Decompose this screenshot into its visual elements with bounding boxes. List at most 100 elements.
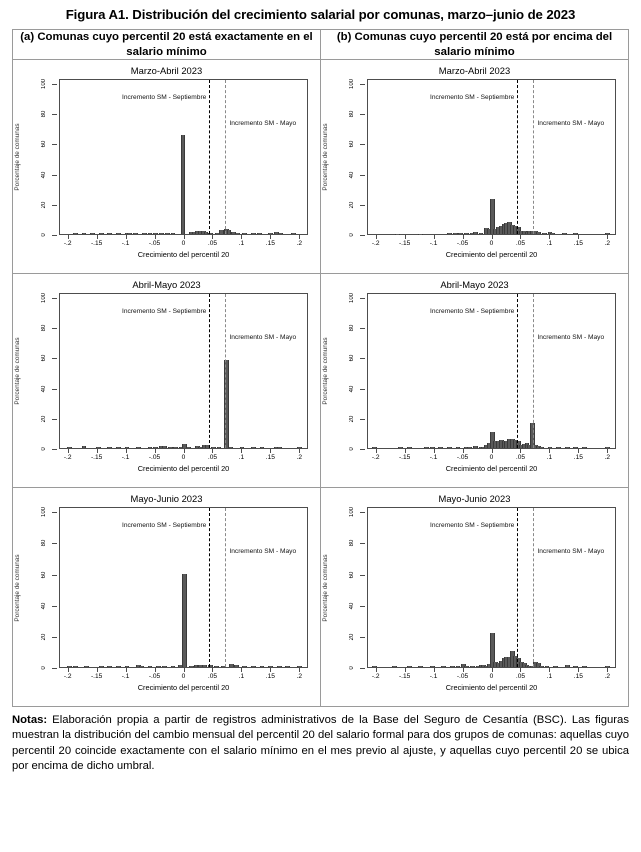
x-tick-mark <box>270 235 272 240</box>
histogram-bar <box>581 447 587 449</box>
histogram-bar <box>84 665 90 668</box>
x-tick-label: .2 <box>604 454 611 462</box>
x-tick-label: .2 <box>604 240 611 248</box>
histogram-bar <box>133 233 139 235</box>
y-tick-mark <box>360 144 365 146</box>
x-tick-label: -.2 <box>63 673 72 681</box>
chart-a-mayo-junio: Mayo-Junio 2023 0 20 40 60 80 100 Porcentaje de… <box>13 488 320 706</box>
histogram-bar <box>521 662 527 668</box>
y-axis-title: Porcentaje de comunas <box>322 554 329 622</box>
plot-area: Incremento SM - Septiembre Incremento SM … <box>59 507 308 669</box>
histogram-bar <box>127 233 133 235</box>
y-tick-mark <box>360 114 365 116</box>
y-tick-mark <box>360 605 365 607</box>
x-tick-label: .05 <box>207 673 218 681</box>
reference-line-mayo <box>533 80 535 235</box>
histogram-bar <box>138 665 144 668</box>
x-tick-mark <box>299 668 301 673</box>
x-tick-label: -.1 <box>121 454 130 462</box>
histogram-bar <box>395 233 401 235</box>
histogram-bar <box>547 231 553 235</box>
panel-header-a: (a) Comunas cuyo percentil 20 está exact… <box>12 29 321 61</box>
x-tick-mark <box>212 235 214 240</box>
x-tick-label: .05 <box>515 454 526 462</box>
histogram-bar <box>278 233 284 235</box>
x-tick-label: .2 <box>296 454 303 462</box>
x-tick-label: .15 <box>573 240 583 248</box>
histogram-bar <box>490 432 495 449</box>
x-tick-mark <box>183 668 185 673</box>
reference-line-septiembre <box>209 294 211 449</box>
y-axis: 0 20 40 60 80 100 Porcentaje de comunas <box>13 293 59 452</box>
histogram-bar <box>156 665 162 668</box>
x-tick-mark <box>375 668 377 673</box>
histogram-bar <box>604 233 610 235</box>
x-axis: -.2 -.15 -.1 -.05 0 .05 .1 .15 .2 Crecimiento del… <box>59 449 308 487</box>
x-tick-mark <box>462 235 464 240</box>
x-tick-mark <box>520 235 522 240</box>
histogram-bar <box>259 447 265 449</box>
histogram-bar <box>276 665 282 668</box>
histogram-bar <box>141 233 147 235</box>
x-axis-title: Crecimiento del percentil 20 <box>137 683 230 693</box>
y-axis-title: Porcentaje de comunas <box>14 554 21 622</box>
chart-cell-b-abril-mayo: Abril-Mayo 2023 0 20 40 60 80 100 Porcentaje de… <box>320 273 629 489</box>
histogram-bar <box>164 233 170 235</box>
histogram-bar <box>170 665 176 668</box>
histogram-bar <box>167 447 173 449</box>
x-tick-mark <box>462 668 464 673</box>
histogram-bar <box>553 666 559 668</box>
chart-a-marzo-abril: Marzo-Abril 2023 0 20 40 60 80 100 Porcentaje d… <box>13 60 320 273</box>
histogram-bar <box>538 665 544 668</box>
x-tick-mark <box>549 668 551 673</box>
chart-b-mayo-junio: Mayo-Junio 2023 0 20 40 60 80 100 Porcentaje de… <box>321 488 628 706</box>
histogram-bar <box>107 447 113 449</box>
x-tick-label: .15 <box>265 240 275 248</box>
chart-b-marzo-abril: Marzo-Abril 2023 0 20 40 60 80 100 Porcentaje d… <box>321 60 628 273</box>
histogram-bar <box>490 632 495 668</box>
annotation-mayo: Incremento SM - Mayo <box>537 548 605 556</box>
y-tick-label: 0 <box>41 447 47 452</box>
y-tick-label: 80 <box>349 539 355 547</box>
reference-line-septiembre <box>517 294 519 449</box>
bars-layer <box>60 80 307 235</box>
y-tick-label: 80 <box>41 110 47 118</box>
y-axis-title: Porcentaje de comunas <box>14 123 21 191</box>
x-axis-title: Crecimiento del percentil 20 <box>445 250 538 260</box>
chart-cell-a-mayo-junio: Mayo-Junio 2023 0 20 40 60 80 100 Porcentaje de… <box>12 487 321 708</box>
y-tick-label: 20 <box>41 201 47 209</box>
histogram-bar <box>116 665 121 668</box>
histogram-bar <box>268 665 274 668</box>
x-axis-title: Crecimiento del percentil 20 <box>445 683 538 693</box>
annotation-mayo: Incremento SM - Mayo <box>229 334 297 342</box>
x-tick-mark <box>520 668 522 673</box>
x-tick-label: 0 <box>181 673 186 681</box>
y-axis-title: Porcentaje de comunas <box>322 337 329 405</box>
histogram-bar <box>153 233 159 235</box>
x-tick-label: -.2 <box>371 673 380 681</box>
x-tick-label: 0 <box>489 454 494 462</box>
y-tick-mark <box>360 543 365 545</box>
histogram-bar <box>98 665 104 668</box>
x-tick-mark <box>404 235 406 240</box>
x-tick-label: -.2 <box>371 454 380 462</box>
chart-a-abril-mayo: Abril-Mayo 2023 0 20 40 60 80 100 Porcentaje de… <box>13 274 320 487</box>
histogram-bar <box>81 445 87 449</box>
x-tick-label: -.2 <box>371 240 380 248</box>
histogram-bar <box>604 447 610 449</box>
histogram-bar <box>220 665 226 668</box>
x-tick-mark <box>125 235 127 240</box>
bars-layer <box>368 80 615 235</box>
x-tick-label: -.05 <box>456 673 469 681</box>
histogram-bar <box>424 446 429 449</box>
y-tick-label: 40 <box>349 385 355 393</box>
histogram-bar <box>429 666 435 668</box>
histogram-bar <box>161 665 167 668</box>
histogram-bar <box>452 233 458 235</box>
x-axis-title: Crecimiento del percentil 20 <box>137 250 230 260</box>
histogram-bar <box>98 233 104 235</box>
x-tick-label: .15 <box>573 673 583 681</box>
histogram-bar <box>573 666 579 668</box>
notes-label: Notas: <box>12 714 48 727</box>
